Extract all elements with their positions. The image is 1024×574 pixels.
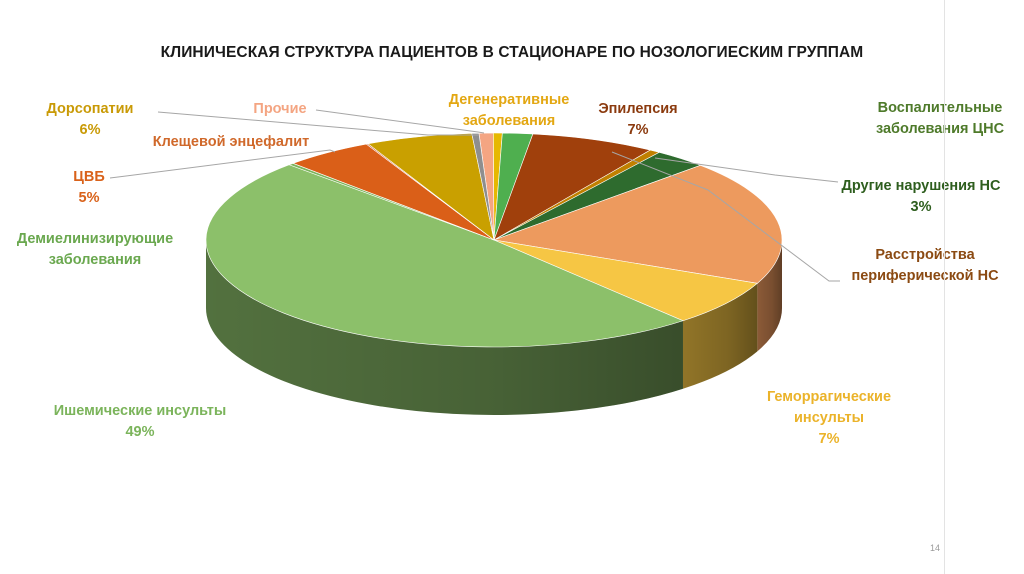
leader-line — [315, 109, 485, 134]
data-label-line: ЦВБ — [73, 169, 105, 185]
data-label-ishem: Ишемические инсульты 49% — [54, 403, 227, 440]
data-label-line: 5% — [79, 190, 100, 206]
data-label-kleshch: Клещевой энцефалит — [153, 134, 309, 150]
data-label-prochie: Прочие — [253, 101, 306, 117]
leader-line — [157, 111, 479, 136]
data-label-line: Другие нарушения НС — [842, 178, 1001, 194]
chart-title: КЛИНИЧЕСКАЯ СТРУКТУРА ПАЦИЕНТОВ В СТАЦИО… — [160, 44, 864, 61]
data-label-drugie: Другие нарушения НС 3% — [842, 178, 1001, 215]
data-label-vospalit: Воспалительные заболевания ЦНС — [876, 100, 1005, 137]
data-label-line: 3% — [911, 199, 932, 215]
data-label-line: Эпилепсия — [598, 101, 677, 117]
data-label-line: Ишемические инсульты — [54, 403, 227, 419]
data-label-line: 6% — [80, 122, 101, 138]
page-number: 14 — [930, 543, 941, 553]
leader-lines — [109, 109, 840, 282]
pie-slice — [205, 164, 684, 348]
data-label-line: Прочие — [253, 101, 306, 117]
pie-slice-side-shade — [205, 240, 683, 415]
data-label-line: периферической НС — [851, 268, 999, 284]
data-labels: Дорсопатии 6% Прочие Дегенеративные заболева… — [17, 92, 1005, 447]
data-label-gemorr: Геморрагические инсульты 7% — [767, 389, 891, 447]
slide-divider — [944, 0, 945, 574]
data-label-line: заболевания — [463, 113, 556, 129]
pie-slice — [492, 165, 783, 284]
data-label-line: Дорсопатии — [47, 101, 134, 117]
data-label-rasstr: Расстройства периферической НС — [851, 247, 999, 284]
data-label-line: 7% — [819, 431, 840, 447]
pie-slice — [493, 133, 652, 241]
leader-line — [654, 157, 839, 183]
data-label-line: инсульты — [794, 410, 864, 426]
pie-slices — [205, 132, 783, 348]
data-label-dorsopatii: Дорсопатии 6% — [47, 101, 134, 138]
data-label-line: Демиелинизирующие — [17, 231, 173, 247]
data-label-cvb: ЦВБ 5% — [73, 169, 105, 206]
data-label-line: Клещевой энцефалит — [153, 134, 309, 150]
data-label-line: Геморрагические — [767, 389, 891, 405]
data-label-epilepsia: Эпилепсия 7% — [598, 101, 677, 138]
pie-slice-side-shade — [757, 240, 783, 352]
data-label-line: 49% — [125, 424, 154, 440]
pie-slice — [493, 239, 759, 322]
pie-sides — [205, 240, 783, 415]
data-label-degenerativ: Дегенеративные заболевания — [449, 92, 570, 129]
data-label-demielin: Демиелинизирующие заболевания — [17, 231, 173, 268]
data-label-line: Дегенеративные — [449, 92, 570, 108]
pie-slice-side-shade — [682, 283, 758, 389]
data-label-line: Воспалительные — [878, 100, 1003, 116]
data-label-line: 7% — [628, 122, 649, 138]
data-label-line: Расстройства — [875, 247, 975, 263]
data-label-line: заболевания ЦНС — [876, 121, 1005, 137]
leader-line — [611, 151, 840, 282]
leader-line — [109, 149, 336, 179]
data-label-line: заболевания — [49, 252, 142, 268]
pie-slice — [471, 132, 495, 241]
